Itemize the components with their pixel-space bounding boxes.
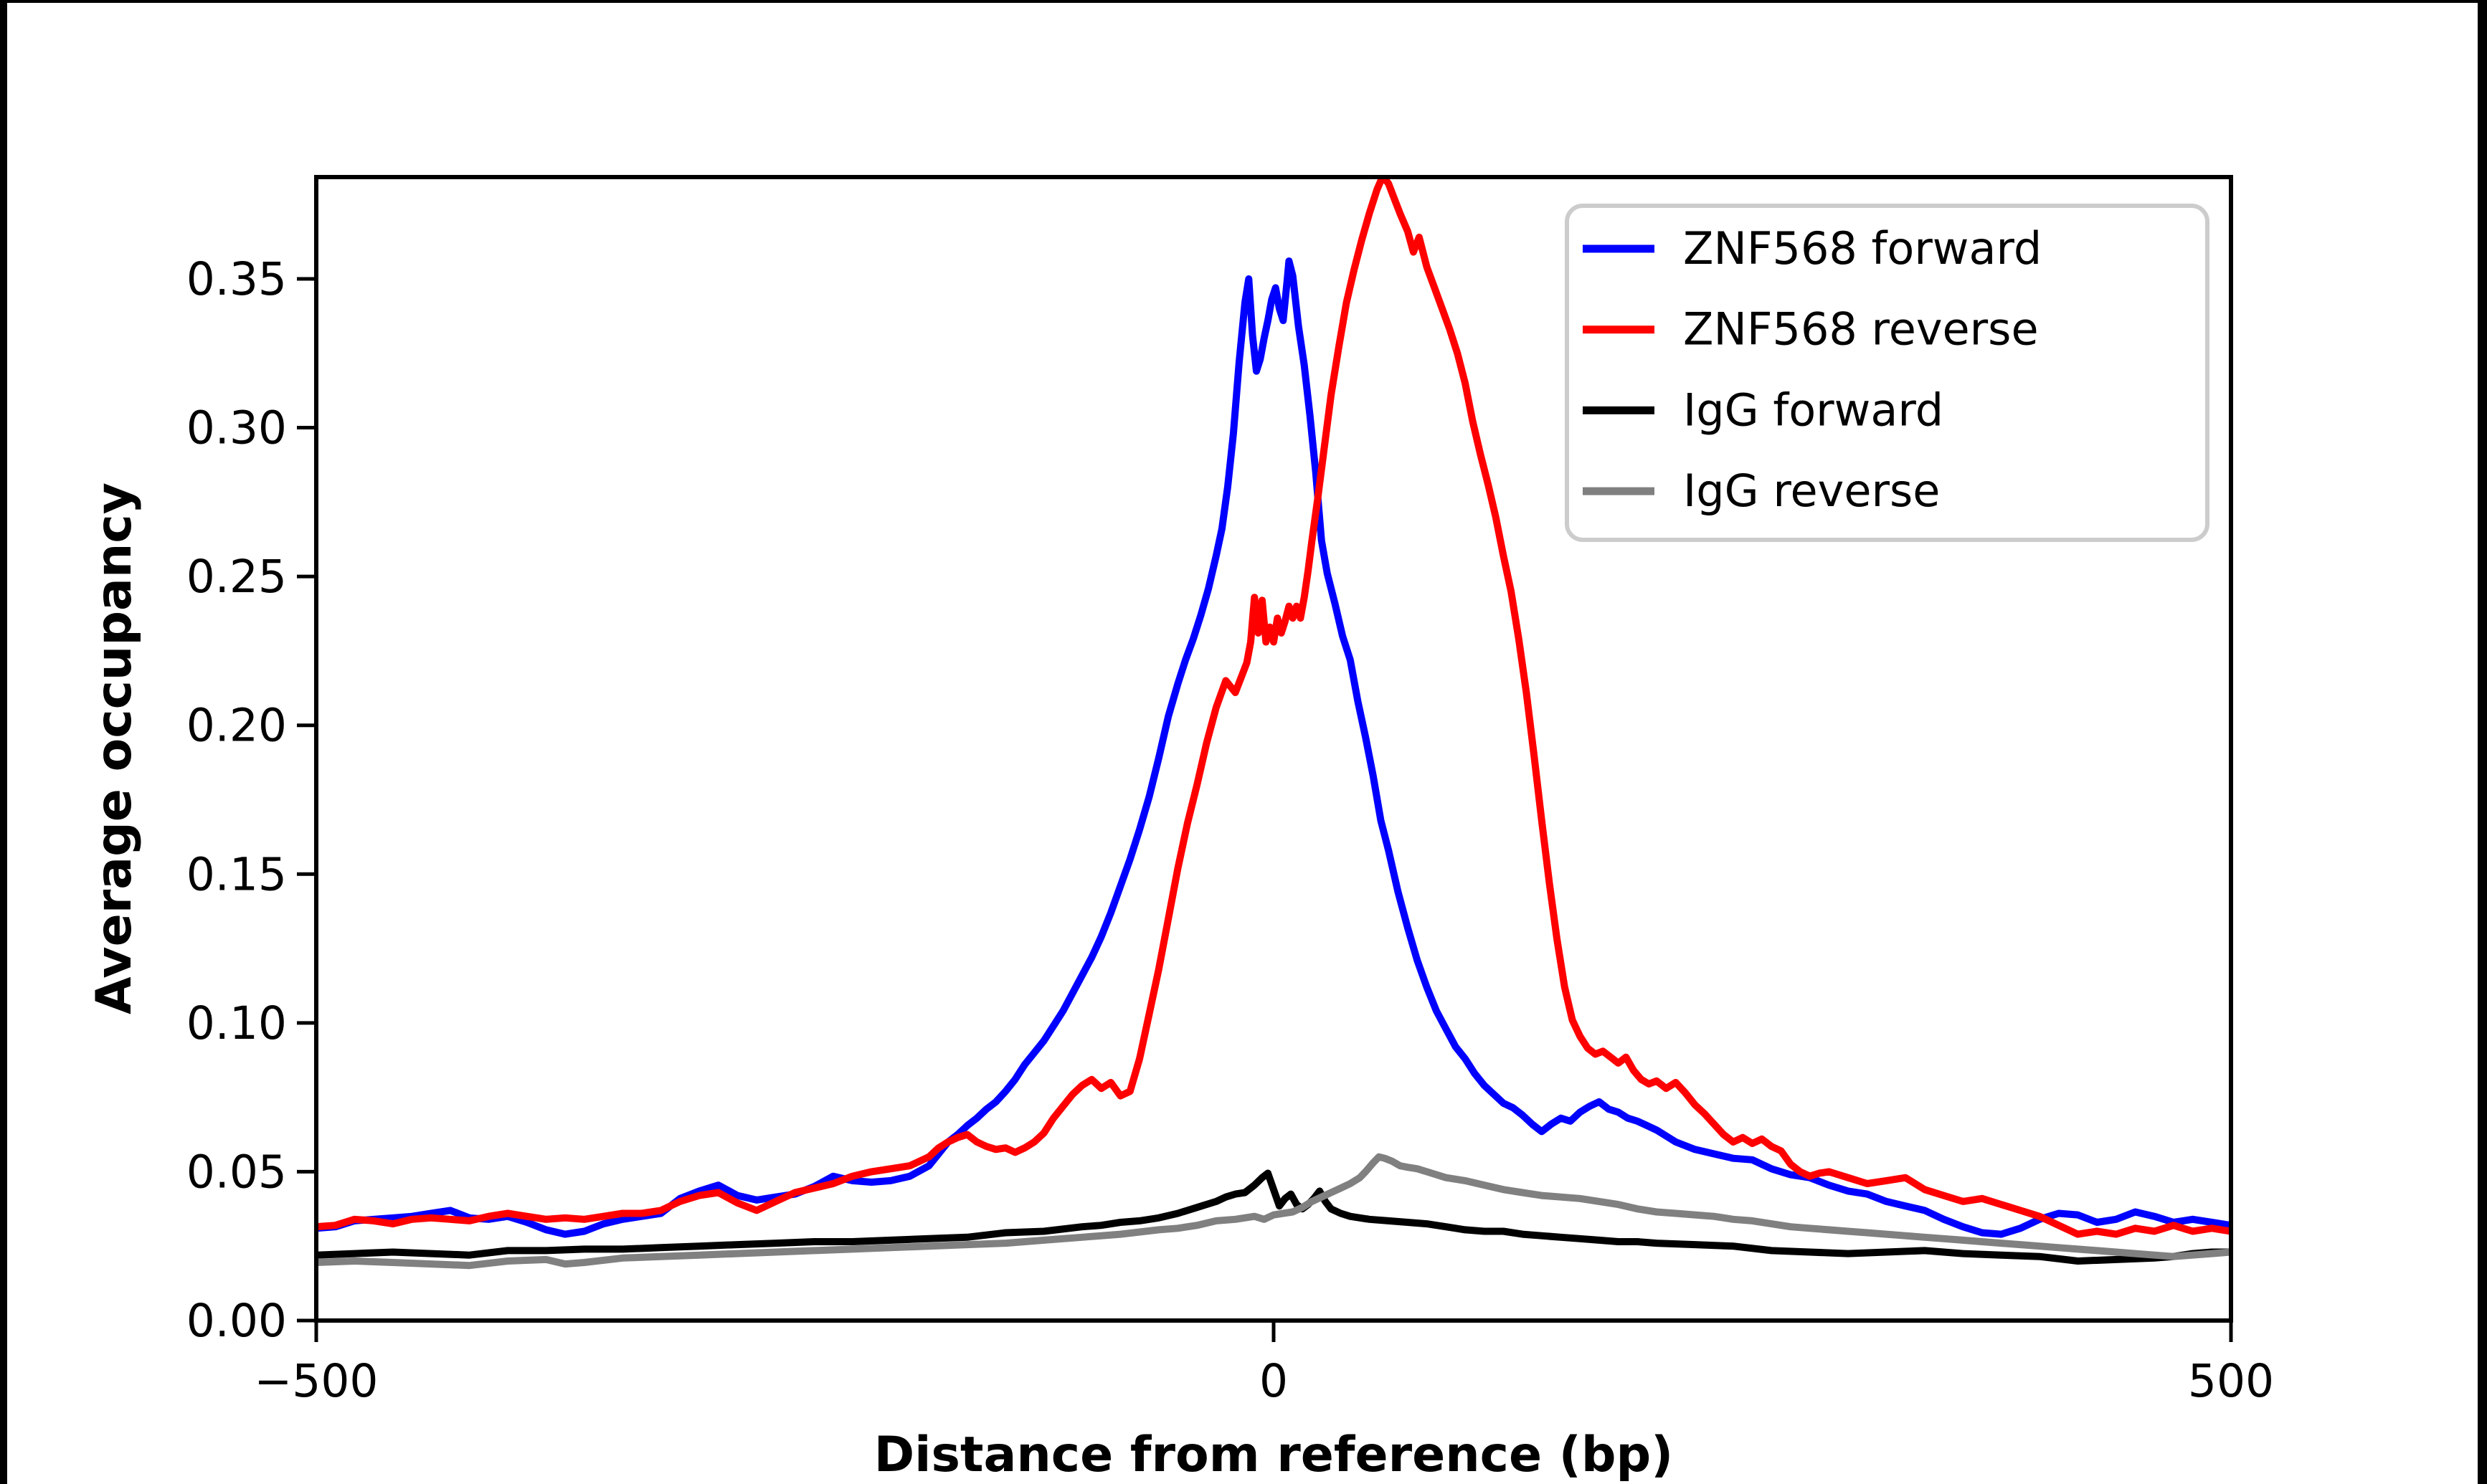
screen-edge-left-bar [0,0,7,1484]
series-line-igg-reverse [316,1153,2231,1270]
y-tick-label: 0.00 [186,1295,287,1347]
legend-entries: ZNF568 forward ZNF568 reverse IgG forward I… [1583,222,2042,517]
series-line-znf568-reverse [316,177,2231,1238]
axes-group: 0.00 0.05 0.10 0.15 0.20 0.25 0.30 0.35 −500 0 500 [186,175,2274,1407]
y-axis-label: Average occupancy [86,482,143,1014]
legend: ZNF568 forward ZNF568 reverse IgG forward I… [1565,204,2209,542]
screen-edge-right-bar [2478,0,2487,1484]
y-tick-label: 0.10 [186,997,287,1050]
x-axis-label: Distance from reference (bp) [874,1427,1674,1483]
y-tick-label: 0.25 [186,551,287,603]
y-tick-label: 0.35 [186,253,287,305]
legend-label: ZNF568 forward [1683,222,2042,275]
screen-edge-top-bar [0,0,2487,3]
x-tick-label: 500 [2188,1355,2274,1407]
x-tick-label: −500 [254,1355,378,1407]
y-tick-label: 0.05 [186,1146,287,1198]
legend-label: IgG reverse [1683,465,1940,517]
legend-box [1565,204,2209,542]
x-tick-label: 0 [1259,1355,1288,1407]
y-tick-label: 0.30 [186,402,287,455]
legend-label: IgG forward [1683,384,1943,436]
data-series-group [316,177,2231,1270]
ticks-group: 0.00 0.05 0.10 0.15 0.20 0.25 0.30 0.35 −500 0 500 [186,253,2274,1407]
y-tick-label: 0.20 [186,700,287,752]
y-tick-label: 0.15 [186,848,287,900]
legend-label: ZNF568 reverse [1683,303,2039,356]
